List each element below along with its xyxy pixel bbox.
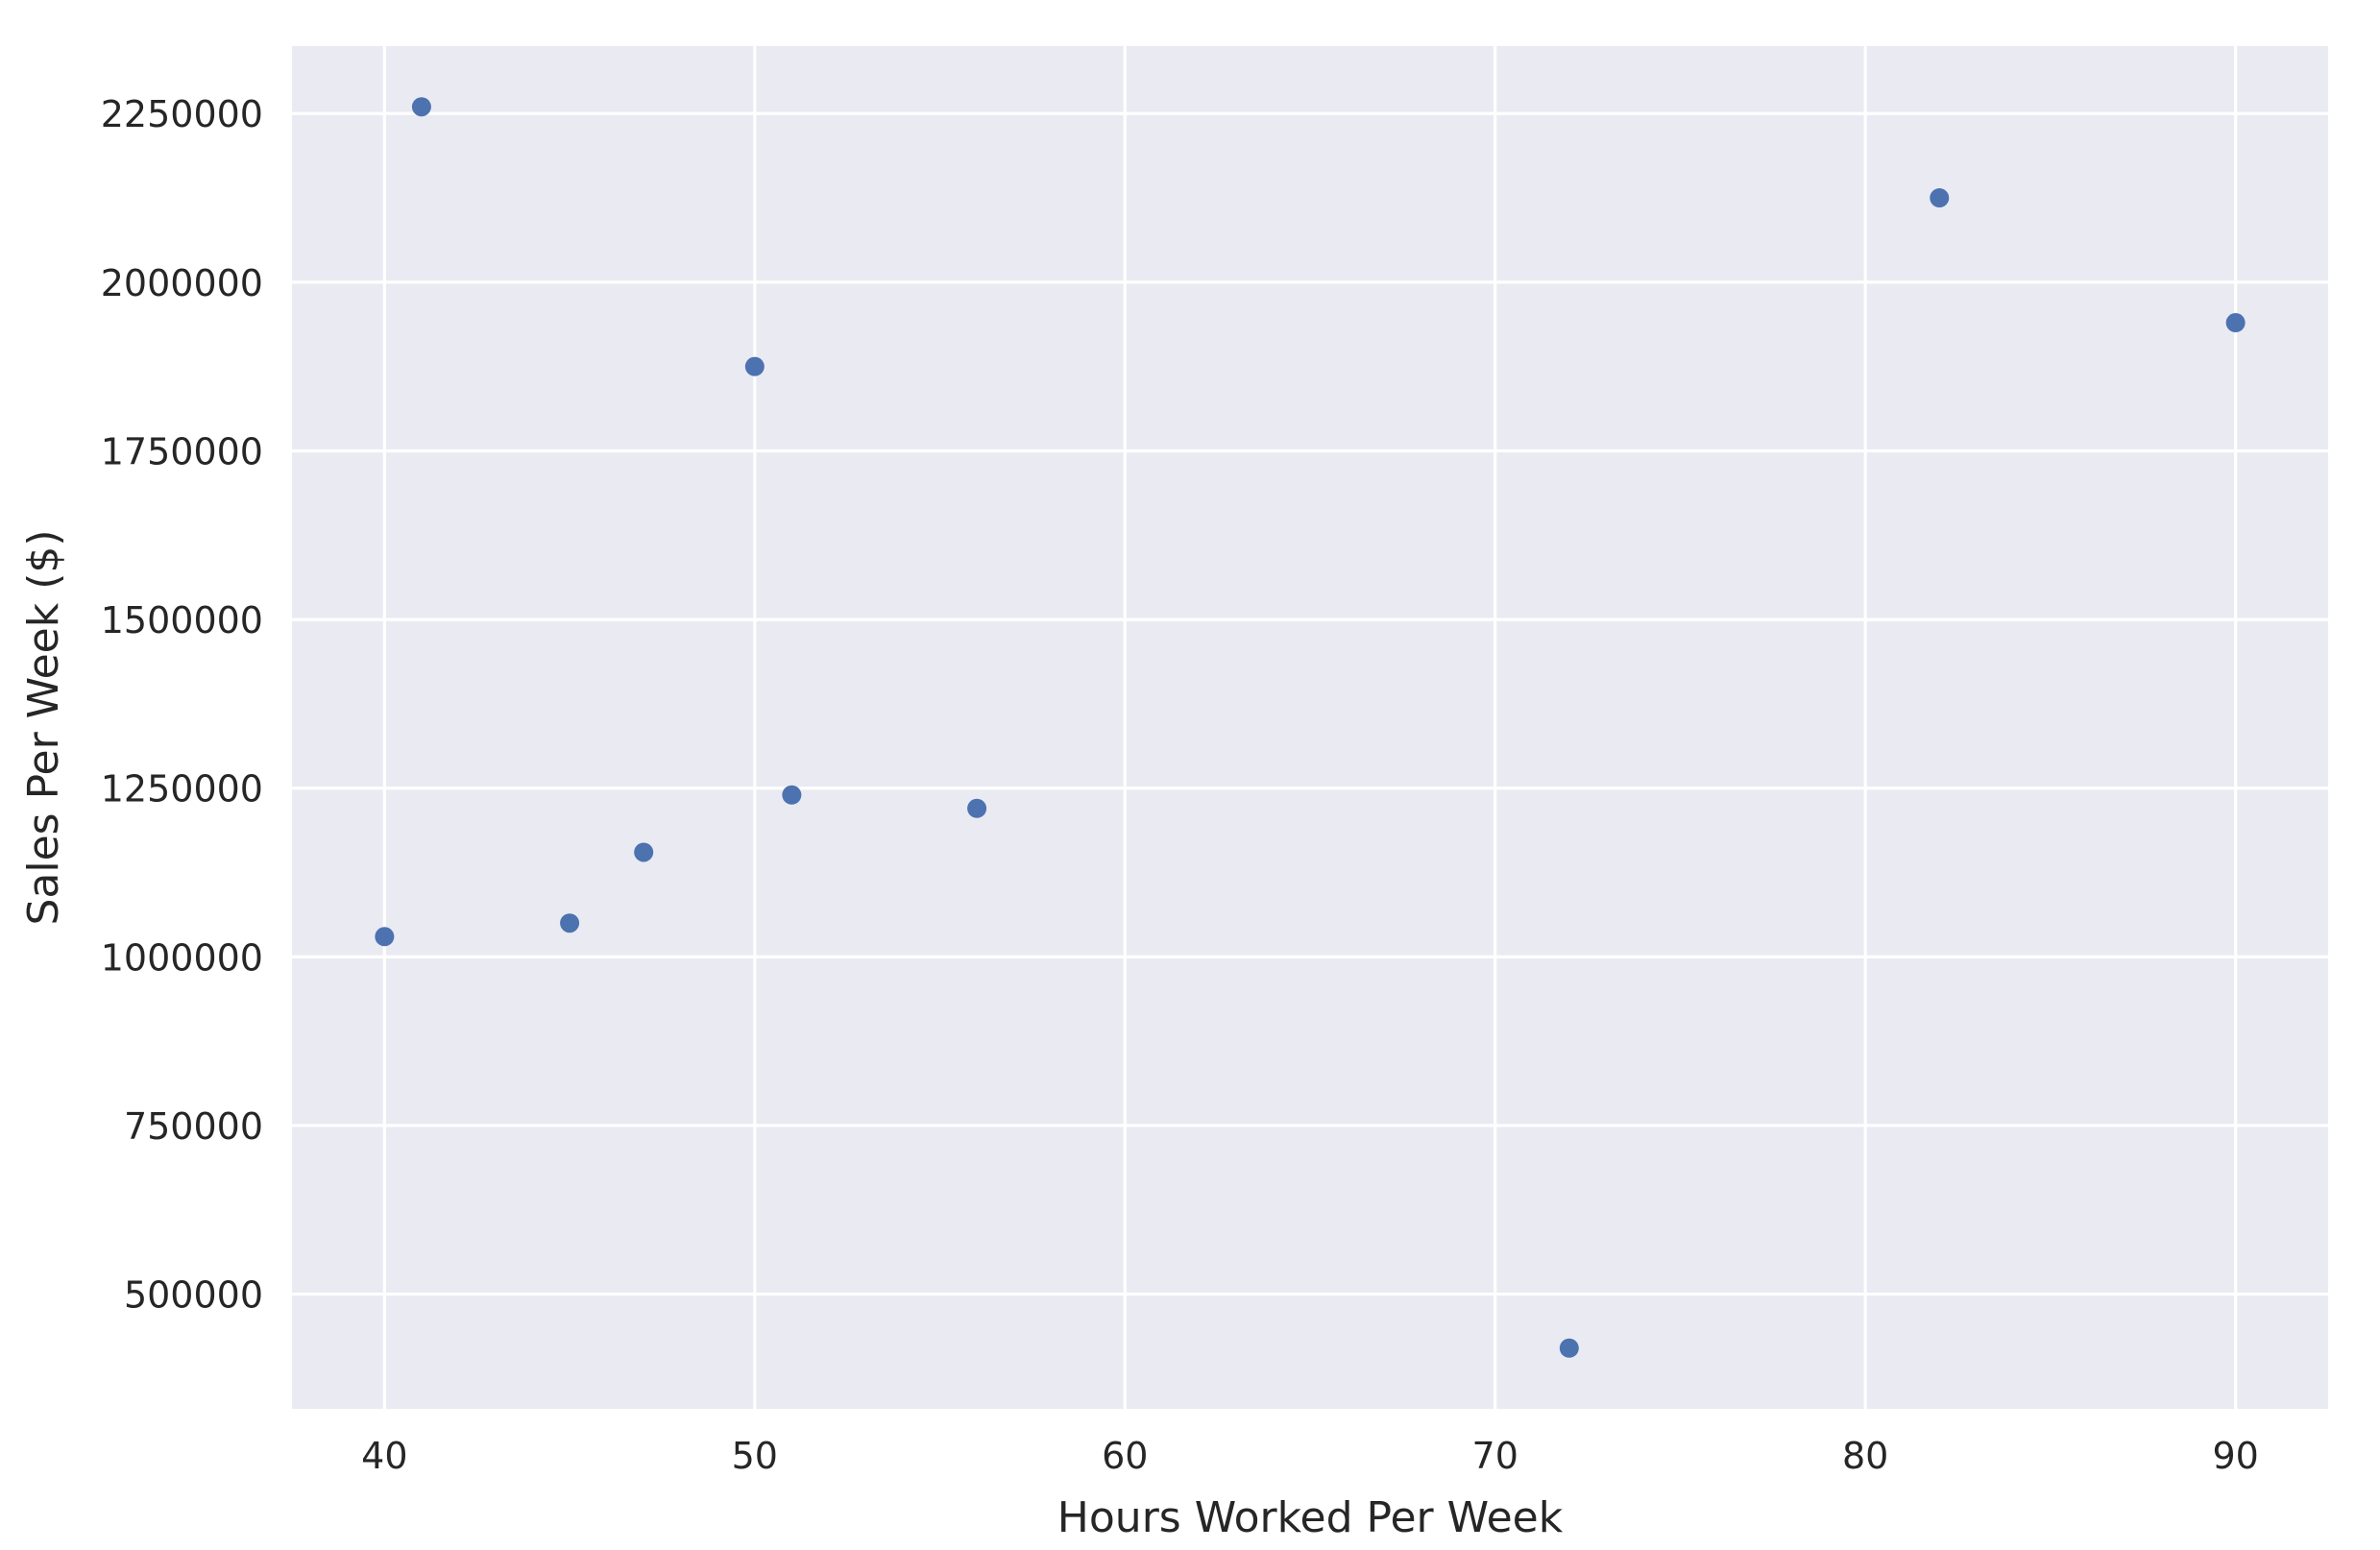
y-tick-label: 750000 xyxy=(124,1105,263,1148)
x-tick-labels: 40 50 60 70 80 90 xyxy=(361,1435,2259,1477)
x-tick-label: 70 xyxy=(1472,1435,1518,1477)
x-tick-label: 80 xyxy=(1842,1435,1888,1477)
y-axis-label: Sales Per Week ($) xyxy=(19,529,68,925)
data-point xyxy=(634,842,654,862)
y-tick-label: 2250000 xyxy=(101,93,263,135)
y-tick-label: 1250000 xyxy=(101,768,263,811)
x-tick-label: 50 xyxy=(732,1435,778,1477)
x-tick-label: 40 xyxy=(361,1435,407,1477)
y-tick-label: 1500000 xyxy=(101,599,263,642)
y-tick-label: 500000 xyxy=(124,1274,263,1317)
y-tick-labels: 500000 750000 1000000 1250000 1500000 1750000… xyxy=(101,93,263,1316)
data-point xyxy=(560,913,580,933)
x-tick-label: 90 xyxy=(2212,1435,2258,1477)
data-point xyxy=(1559,1338,1579,1358)
data-point xyxy=(744,356,765,376)
data-points xyxy=(375,97,2246,1358)
data-point xyxy=(375,927,395,947)
x-tick-label: 60 xyxy=(1102,1435,1148,1477)
plot-area xyxy=(292,46,2328,1409)
data-point xyxy=(1930,188,1950,208)
y-tick-label: 1750000 xyxy=(101,430,263,472)
data-point xyxy=(782,785,802,805)
data-point xyxy=(411,97,431,117)
y-tick-label: 2000000 xyxy=(101,262,263,304)
x-gridlines xyxy=(382,46,2238,1409)
y-tick-label: 1000000 xyxy=(101,936,263,979)
x-axis-label: Hours Worked Per Week xyxy=(1057,1493,1564,1542)
data-point xyxy=(967,798,987,818)
y-gridlines xyxy=(292,111,2328,1296)
data-point xyxy=(2225,313,2246,333)
